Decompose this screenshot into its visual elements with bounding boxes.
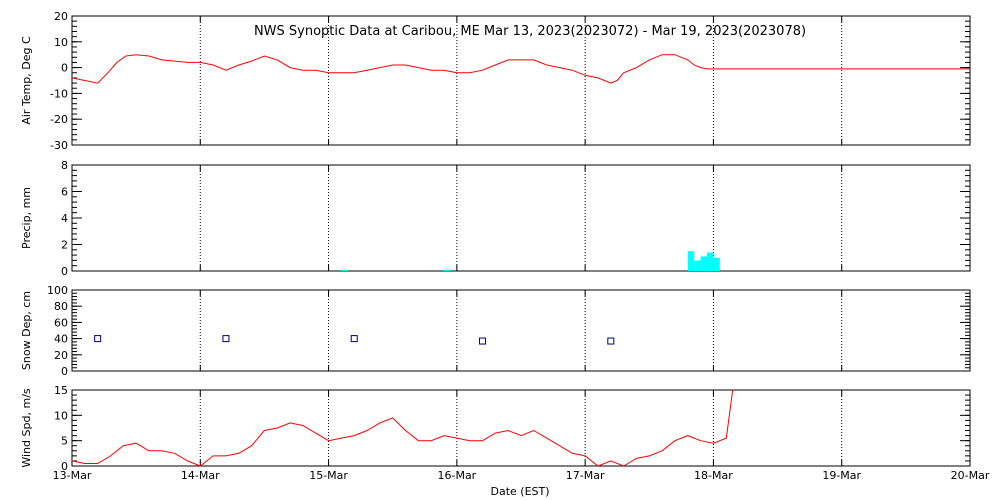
y-tick-label: 80 [54,300,68,313]
y-tick-label: 100 [47,284,68,297]
y-tick-label: 20 [54,349,68,362]
y-tick-label: 8 [61,159,68,172]
wind_speed-line [71,389,734,467]
y-axis-label: Snow Dep, cm [20,291,33,370]
y-tick-label: 0 [61,265,68,278]
snow-depth-marker [350,335,358,343]
x-tick-label: 18-Mar [694,469,733,482]
precip-bar [694,260,701,271]
y-tick-label: 6 [61,186,68,199]
panel-frame [71,289,971,372]
y-tick-label: 0 [61,365,68,378]
panel-wind_speed: 15 10 5 0 Wind Spd, m/s 13-Mar 14-Mar 15-Mar 16-… [20,384,990,482]
snow-depth-marker [222,335,230,343]
y-tick-label: 15 [54,384,68,397]
snow-depth-marker [607,337,615,345]
precip-bar [700,256,708,271]
x-tick-label: 15-Mar [309,469,348,482]
snow-depth-marker [479,337,487,345]
snow-depth-marker [94,335,102,343]
x-tick-label: 19-Mar [822,469,861,482]
y-tick-label: 4 [61,212,68,225]
x-tick-label: 16-Mar [437,469,476,482]
x-tick-label: 17-Mar [566,469,605,482]
precip-bar [713,257,720,271]
precip-bar [341,269,348,271]
x-tick-label: 20-Mar [951,469,990,482]
y-axis-label: Precip, mm [20,187,33,249]
y-tick-label: 2 [61,239,68,252]
panel-precip: 8 6 4 2 0 Precip, mm [20,159,971,278]
y-tick-label: 0 [61,460,68,473]
panel-frame [71,389,971,467]
y-tick-label: 10 [54,409,68,422]
y-tick-label: 0 [61,62,68,75]
y-tick-label: -20 [50,113,68,126]
panel-air_temp: 20 10 0 -10 -20 -30 Air Temp, Deg C [20,10,971,152]
y-tick-label: 60 [54,316,68,329]
y-tick-label: 20 [54,10,68,23]
panel-frame [71,15,971,146]
y-tick-label: 5 [61,435,68,448]
precip-bar [687,251,695,271]
panel-frame [71,164,971,272]
panel-snow_depth: 100 80 60 40 20 0 Snow Dep, cm [20,284,971,378]
y-tick-label: 10 [54,36,68,49]
y-axis-label: Wind Spd, m/s [20,388,33,468]
air_temp-line [71,54,970,84]
x-tick-label: 14-Mar [181,469,220,482]
chart-title: NWS Synoptic Data at Caribou, ME Mar 13,… [254,24,806,39]
y-axis-label: Air Temp, Deg C [20,36,33,125]
x-axis-label: Date (EST) [490,485,549,498]
y-tick-label: 40 [54,333,68,346]
y-tick-label: -30 [50,139,68,152]
x-tick-label: 13-Mar [53,469,92,482]
y-tick-label: -10 [50,87,68,100]
precip-bar [707,252,714,271]
precip-bar [444,269,451,271]
